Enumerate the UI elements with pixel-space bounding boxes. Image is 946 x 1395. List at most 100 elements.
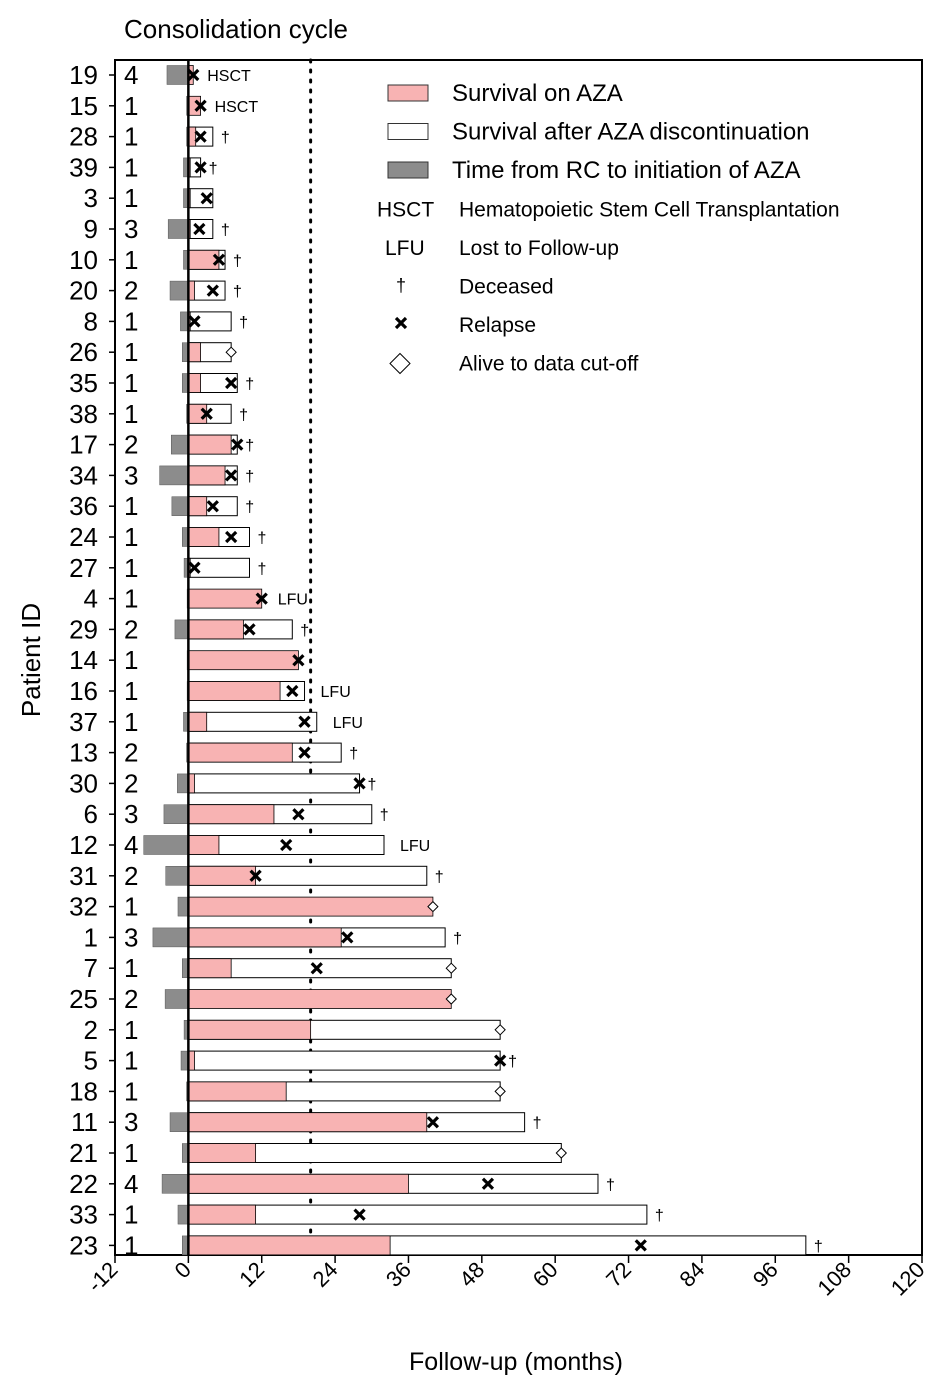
relapse-marker xyxy=(206,284,219,297)
relapse-marker xyxy=(231,438,244,451)
patient-id-label: 18 xyxy=(69,1076,98,1106)
cycle-label: 1 xyxy=(124,892,138,922)
cycle-label: 1 xyxy=(124,245,138,275)
x-tick-label: 48 xyxy=(454,1257,489,1292)
x-tick-label: 0 xyxy=(170,1257,196,1283)
patient-id-label: 1 xyxy=(84,922,98,952)
relapse-marker xyxy=(394,316,408,330)
cycle-label: 1 xyxy=(124,584,138,614)
legend-swatch-rc xyxy=(387,161,429,179)
cycle-label: 1 xyxy=(124,399,138,429)
patient-id-label: 11 xyxy=(71,1107,98,1137)
cycle-label: 1 xyxy=(124,676,138,706)
relapse-marker xyxy=(341,931,354,944)
patient-id-label: 32 xyxy=(69,892,98,922)
patient-id-label: 31 xyxy=(69,861,98,891)
patient-id-label: 36 xyxy=(69,491,98,521)
rc-segment xyxy=(174,619,189,640)
lfu-label: LFU xyxy=(333,715,363,732)
relapse-marker xyxy=(243,623,256,636)
deceased-marker: † xyxy=(258,561,267,578)
aza-segment xyxy=(187,835,220,855)
cycle-label: 2 xyxy=(124,614,138,644)
patient-id-label: 19 xyxy=(69,60,98,90)
legend-label-hsct: Hematopoietic Stem Cell Transplantation xyxy=(459,199,840,222)
deceased-marker: † xyxy=(814,1238,823,1255)
legend-label-aza: Survival on AZA xyxy=(452,80,623,107)
cycle-label: 1 xyxy=(124,183,138,213)
cycle-label: 1 xyxy=(124,491,138,521)
cycle-label: 1 xyxy=(124,122,138,152)
cycle-label: 1 xyxy=(124,645,138,675)
cycle-label: 1 xyxy=(124,1015,138,1045)
x-tick-label: 60 xyxy=(528,1257,563,1292)
after-segment xyxy=(187,557,250,578)
relapse-marker xyxy=(310,962,323,975)
relapse-marker xyxy=(280,838,293,852)
aza-segment xyxy=(187,742,293,763)
alive-marker xyxy=(445,993,457,1005)
patient-id-label: 29 xyxy=(69,614,98,644)
patient-id-label: 34 xyxy=(69,460,98,490)
deceased-marker: † xyxy=(245,468,254,485)
deceased-marker: † xyxy=(221,130,230,147)
relapse-marker xyxy=(200,407,213,420)
column-header: Consolidation cycle xyxy=(124,14,348,44)
aza-segment xyxy=(187,865,257,886)
relapse-marker xyxy=(194,99,207,112)
patient-id-label: 13 xyxy=(69,738,98,768)
legend-symbol-lfu: LFU xyxy=(385,237,425,260)
aza-segment xyxy=(187,1112,428,1133)
alive-marker xyxy=(225,346,237,358)
relapse-marker xyxy=(255,592,268,605)
patient-id-label: 30 xyxy=(69,768,98,798)
relapse-marker xyxy=(194,130,207,143)
rc-segment xyxy=(166,65,189,85)
patient-id-label: 37 xyxy=(69,707,98,737)
rc-segment xyxy=(164,989,189,1009)
relapse-marker xyxy=(353,1208,366,1221)
after-segment xyxy=(187,188,214,209)
aza-segment xyxy=(187,1143,257,1163)
rc-segment xyxy=(169,280,189,301)
legend-swatch-aza xyxy=(387,84,429,102)
relapse-marker xyxy=(292,808,305,821)
patient-id-label: 28 xyxy=(69,122,98,152)
deceased-marker: † xyxy=(245,376,254,393)
aza-segment xyxy=(187,434,232,455)
deceased-marker: † xyxy=(435,869,444,886)
cycle-label: 1 xyxy=(124,91,138,121)
rc-segment xyxy=(171,496,189,516)
aza-segment xyxy=(187,896,434,917)
deceased-marker: † xyxy=(239,407,248,424)
legend-symbol-hsct: HSCT xyxy=(377,199,434,222)
legend-symbol-deceased: † xyxy=(396,276,406,296)
cycle-label: 2 xyxy=(124,276,138,306)
relapse-marker xyxy=(194,161,207,174)
rc-segment xyxy=(169,1112,189,1132)
patient-id-label: 4 xyxy=(84,584,98,614)
deceased-marker: † xyxy=(453,930,462,947)
x-tick-label: -12 xyxy=(82,1257,122,1297)
relapse-marker xyxy=(225,376,238,390)
patient-id-label: 12 xyxy=(69,830,98,860)
x-tick-label: 24 xyxy=(308,1257,343,1292)
aza-segment xyxy=(187,650,299,671)
relapse-marker xyxy=(634,1239,647,1252)
cycle-label: 1 xyxy=(124,707,138,737)
lfu-label: LFU xyxy=(400,838,430,855)
deceased-marker: † xyxy=(221,222,230,239)
patient-id-label: 15 xyxy=(69,91,98,121)
x-tick-label: 72 xyxy=(601,1257,636,1292)
aza-segment xyxy=(187,1081,287,1102)
x-tick-label: 84 xyxy=(674,1257,709,1292)
cycle-label: 1 xyxy=(124,553,138,583)
relapse-marker xyxy=(188,315,201,328)
patient-id-label: 35 xyxy=(69,368,98,398)
cycle-label: 1 xyxy=(124,306,138,336)
relapse-marker xyxy=(286,684,299,698)
alive-marker xyxy=(427,900,439,913)
relapse-marker xyxy=(426,1116,440,1129)
patient-id-label: 8 xyxy=(84,306,98,336)
